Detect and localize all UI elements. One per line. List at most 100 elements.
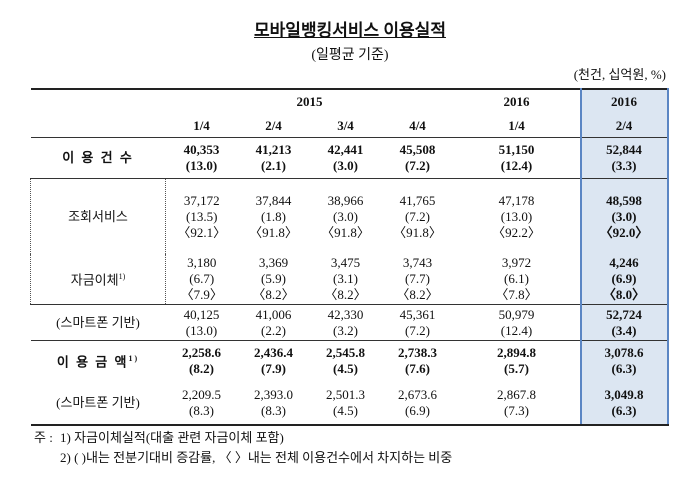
data-cell: 40,353 (13.0) [165, 137, 238, 179]
cell-line: (7.2) [405, 158, 430, 173]
data-row: 이 용 금 액1) 2,258.6 (8.2) 2,436.4 (7.9) 2,545.8… [30, 340, 669, 381]
subtitle: (일평균 기준) [311, 48, 389, 63]
cell-line: (3.1) [333, 271, 358, 286]
cell-line: (3.3) [611, 158, 637, 173]
table: 2015 2016 2016 1/4 2/4 3/4 4/4 1/4 2/4 이 용 건 수 40,… [30, 88, 669, 426]
note-line: 2) ( )내는 전분기대비 증감률, 〈 〉내는 전체 이용건수에서 차지하는… [34, 448, 452, 468]
data-cell: 38,966 (3.0) 〈91.8〉 [309, 178, 382, 254]
cell-line: (6.1) [504, 271, 529, 286]
unit: (천건, 십억원, %) [573, 67, 666, 82]
row-label: 이 용 건 수 [30, 137, 166, 179]
cell-line: 2,393.0 [254, 386, 293, 402]
data-cell: 3,078.6 (6.3) [579, 340, 669, 381]
data-cell: 48,598 (3.0) 〈92.0〉 [579, 178, 669, 254]
data-cell: 50,979 (12.4) [453, 304, 581, 341]
year-header: 2015 [296, 94, 323, 109]
data-cell: 3,972 (6.1) 〈7.8〉 [454, 254, 581, 305]
quarter-header: 2/4 [237, 114, 310, 138]
cell-line: (6.3) [611, 402, 637, 418]
cell-line: 〈92.2〉 [492, 224, 541, 240]
cell-line: 2,501.3 [326, 386, 365, 402]
data-cell: 52,844 (3.3) [579, 137, 669, 179]
cell-line: (13.0) [500, 208, 533, 224]
cell-line: 40,353 [183, 142, 220, 157]
data-cell: 42,330 (3.2) [309, 304, 382, 341]
cell-line: (7.2) [405, 322, 430, 338]
data-cell: 3,049.8 (6.3) [579, 381, 669, 426]
cell-line: 41,213 [255, 142, 292, 157]
cell-line: 37,172 [183, 192, 220, 208]
cell-line: 3,369 [258, 255, 289, 270]
cell-line: 41,765 [399, 192, 436, 208]
cell-line: (3.0) [333, 158, 358, 173]
year-header: 2016 [579, 89, 669, 114]
cell-line: 〈7.9〉 [180, 287, 223, 302]
cell-line: (8.3) [189, 402, 214, 418]
quarter-header: 4/4 [381, 114, 454, 138]
cell-line: (8.2) [189, 361, 214, 376]
cell-line: 〈8.2〉 [396, 287, 439, 302]
quarter-header: 1/4 [453, 114, 581, 138]
cell-line: (5.9) [261, 271, 286, 286]
cell-line: 2,258.6 [182, 345, 221, 360]
data-cell: 2,501.3 (4.5) [309, 381, 382, 426]
cell-line: (3.2) [333, 322, 358, 338]
cell-line: 〈8.2〉 [324, 287, 367, 302]
cell-line: (13.0) [185, 322, 218, 338]
cell-line: 38,966 [327, 192, 364, 208]
cell-line: 47,178 [498, 192, 535, 208]
data-cell: 41,765 (7.2) 〈91.8〉 [381, 178, 454, 254]
cell-line: (13.0) [185, 158, 218, 173]
data-cell: 2,867.8 (7.3) [453, 381, 581, 426]
cell-line: 4,246 [609, 255, 639, 270]
row-label: 이 용 금 액1) [30, 340, 166, 381]
data-row: 조회서비스 37,172 (13.5) 〈92.1〉 37,844 (1.8) 〈91.8〉… [30, 178, 669, 254]
footnote-mark: 1) [128, 354, 140, 364]
cell-line: 3,475 [330, 255, 361, 270]
data-cell: 2,258.6 (8.2) [165, 340, 238, 381]
cell-line: (6.7) [189, 271, 215, 286]
label-text: 자금이체 [70, 272, 119, 288]
cell-line: (6.3) [611, 361, 637, 376]
cell-line: 48,598 [606, 192, 642, 208]
label-text: 이 용 건 수 [62, 150, 134, 165]
cell-line: (3.0) [611, 208, 637, 224]
cell-line: 2,436.4 [254, 345, 293, 360]
data-cell: 37,172 (13.5) 〈92.1〉 [165, 178, 238, 254]
data-cell: 2,393.0 (8.3) [237, 381, 310, 426]
label-text: 조회서비스 [68, 208, 128, 224]
cell-line: 2,545.8 [326, 345, 365, 360]
cell-line: 45,361 [399, 306, 436, 322]
cell-line: (7.2) [405, 208, 430, 224]
quarter-header: 2/4 [579, 114, 669, 138]
data-row: 이 용 건 수 40,353 (13.0) 41,213 (2.1) 42,441 (3.0… [30, 137, 669, 179]
cell-line: 2,867.8 [497, 386, 536, 402]
data-cell: 2,673.6 (6.9) [381, 381, 454, 426]
cell-line: (12.4) [500, 158, 533, 173]
cell-line: 3,972 [501, 255, 532, 270]
note-text: 1) 자금이체실적(대출 관련 자금이체 포함) [60, 430, 284, 445]
cell-line: 37,844 [255, 192, 292, 208]
footnote-mark: 1) [118, 272, 126, 282]
cell-line: 〈92.1〉 [177, 224, 227, 240]
cell-line: (3.0) [333, 208, 358, 224]
cell-line: 42,330 [327, 306, 364, 322]
cell-line: 45,508 [399, 142, 436, 157]
cell-line: 〈8.2〉 [252, 287, 295, 302]
row-label: 조회서비스 [30, 178, 166, 254]
data-cell: 41,213 (2.1) [237, 137, 310, 179]
cell-line: 〈8.0〉 [602, 287, 646, 302]
cell-line: 3,078.6 [604, 345, 644, 360]
cell-line: (7.3) [504, 402, 529, 418]
corner-cell [31, 89, 166, 138]
data-cell: 42,441 (3.0) [309, 137, 382, 179]
cell-line: 〈92.0〉 [599, 224, 649, 240]
cell-line: 3,743 [402, 255, 433, 270]
cell-line: 50,979 [498, 306, 535, 322]
data-cell: 2,209.5 (8.3) [165, 381, 238, 426]
cell-line: 2,673.6 [398, 386, 437, 402]
cell-line: (7.9) [261, 361, 286, 376]
year-header: 2016 [503, 94, 530, 109]
data-row: (스마트폰 기반) 40,125 (13.0) 41,006 (2.2) 42,330 (3… [30, 304, 669, 341]
